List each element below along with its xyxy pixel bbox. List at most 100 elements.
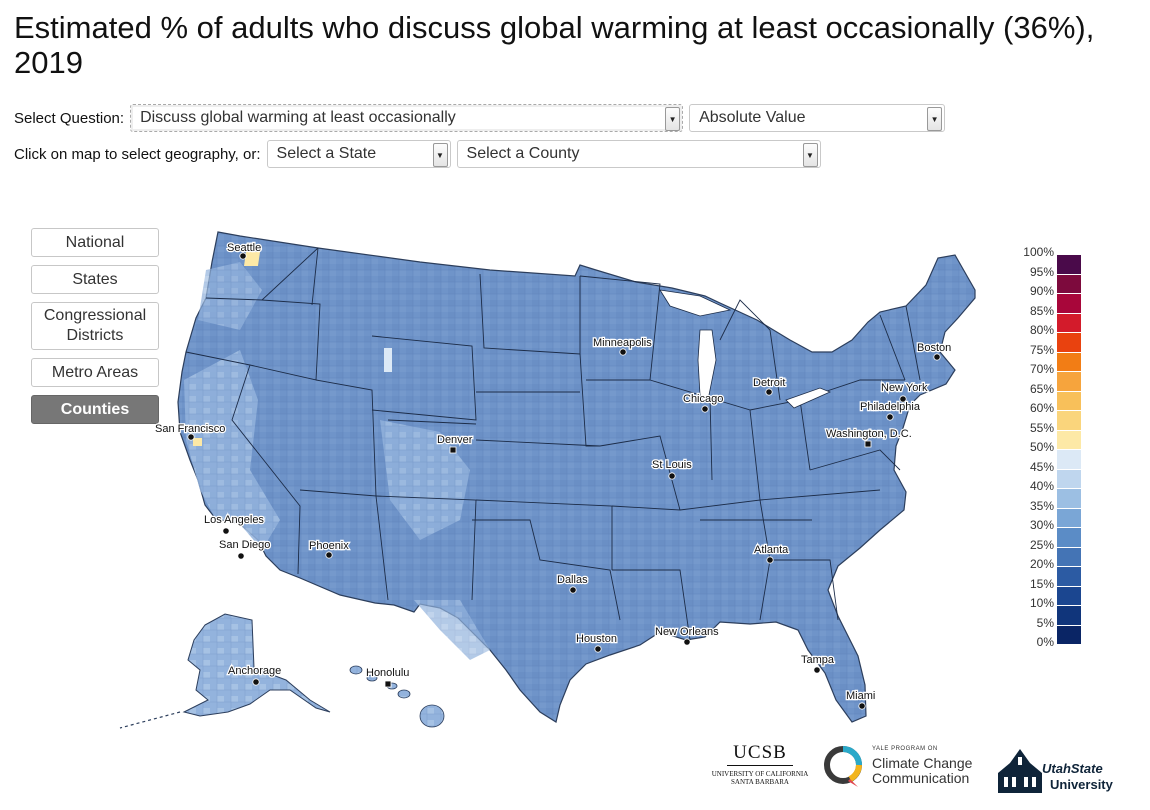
legend-tick-label: 80%	[1029, 323, 1054, 337]
highlight-county-sf[interactable]	[193, 438, 202, 446]
city-marker[interactable]	[701, 405, 709, 413]
legend-tick-label: 15%	[1029, 576, 1054, 591]
national-button[interactable]: National	[31, 228, 159, 257]
city-label: Honolulu	[366, 667, 409, 679]
legend-color-swatch	[1057, 566, 1081, 586]
legend-tick-label: 45%	[1029, 459, 1054, 474]
legend-color-swatch	[1057, 605, 1081, 625]
highlight-county-seattle[interactable]	[244, 252, 260, 266]
city-label: Miami	[846, 690, 875, 702]
city-markers: Seattle San Francisco Los Angeles San Diego…	[154, 241, 953, 710]
city-label: Anchorage	[228, 665, 281, 677]
chevron-down-icon[interactable]: ▼	[432, 143, 448, 167]
city-marker[interactable]	[864, 440, 872, 448]
state-select[interactable]: Select a State ▼	[266, 140, 451, 168]
ucsb-logo-sub1: UNIVERSITY OF CALIFORNIA	[711, 770, 809, 778]
city-marker[interactable]	[668, 472, 676, 480]
city-marker[interactable]	[569, 586, 577, 594]
city-marker[interactable]	[252, 678, 260, 686]
legend-color-swatch	[1057, 371, 1081, 391]
city-marker[interactable]	[239, 252, 247, 260]
measure-select[interactable]: Absolute Value ▼	[689, 104, 946, 132]
city-marker[interactable]	[683, 638, 691, 646]
legend-tick-label: 95%	[1029, 264, 1054, 279]
chevron-down-icon[interactable]: ▼	[665, 107, 681, 131]
question-select[interactable]: Discuss global warming at least occasion…	[130, 104, 684, 132]
city-label: Philadelphia	[860, 401, 921, 413]
county-select-value: Select a County	[466, 145, 580, 162]
city-label: San Diego	[219, 539, 270, 551]
lake-superior	[659, 289, 732, 317]
old-main-building-icon	[998, 749, 1042, 793]
city-marker[interactable]	[237, 552, 245, 560]
light-county-denver[interactable]	[384, 348, 392, 372]
city-marker[interactable]	[325, 551, 333, 559]
alaska-shape[interactable]	[182, 613, 331, 717]
city-marker[interactable]	[594, 645, 602, 653]
metro-areas-button[interactable]: Metro Areas	[31, 358, 159, 387]
city-marker[interactable]	[449, 446, 457, 454]
question-row: Select Question: Discuss global warming …	[14, 103, 951, 133]
city-marker[interactable]	[766, 556, 774, 564]
contiguous-us-shape[interactable]	[177, 231, 976, 723]
legend-color-swatch	[1057, 624, 1081, 644]
states-button[interactable]: States	[31, 265, 159, 294]
legend-tick-label: 65%	[1029, 381, 1054, 396]
legend-color-swatch	[1057, 390, 1081, 410]
congressional-districts-button[interactable]: Congressional Districts	[31, 302, 159, 350]
legend-tick-label: 55%	[1029, 420, 1054, 435]
city-marker[interactable]	[765, 388, 773, 396]
yale-logo-line1: Climate Change	[872, 755, 973, 771]
legend-tick-label: 10%	[1029, 596, 1054, 610]
usu-logo-line2: University	[1050, 777, 1113, 792]
legend-tick-label: 40%	[1029, 479, 1054, 493]
hawaii-shape[interactable]	[349, 665, 445, 728]
city-label: Los Angeles	[204, 514, 264, 526]
city-marker[interactable]	[619, 348, 627, 356]
legend-color-swatch	[1057, 254, 1081, 274]
usu-logo-line1: UtahState	[1042, 761, 1103, 776]
ucsb-logo: UCSB UNIVERSITY OF CALIFORNIA SANTA BARB…	[705, 742, 815, 786]
ucsb-logo-rule	[727, 765, 793, 766]
legend-color-swatch	[1057, 546, 1081, 566]
legend-tick-label: 20%	[1029, 557, 1054, 571]
ucsb-logo-text: UCSB	[733, 742, 787, 763]
legend-color-swatch	[1057, 332, 1081, 352]
city-marker[interactable]	[187, 433, 195, 441]
light-region-west	[184, 350, 280, 550]
city-label: Tampa	[801, 654, 835, 666]
legend-color-swatch	[1057, 312, 1081, 332]
legend-tick-label: 90%	[1029, 284, 1054, 298]
city-marker[interactable]	[933, 353, 941, 361]
city-marker[interactable]	[813, 666, 821, 674]
city-label: St Louis	[652, 459, 692, 471]
legend-tick-label: 75%	[1029, 342, 1054, 357]
legend-color-swatch	[1057, 410, 1081, 430]
chevron-down-icon[interactable]: ▼	[927, 107, 943, 131]
legend-color-swatch	[1057, 507, 1081, 527]
question-label: Select Question:	[14, 109, 125, 127]
light-region-mountain	[380, 420, 470, 540]
counties-button[interactable]: Counties	[31, 395, 159, 424]
city-marker[interactable]	[899, 395, 907, 403]
county-select[interactable]: Select a County ▼	[456, 140, 821, 168]
city-marker[interactable]	[384, 680, 392, 688]
city-label: Detroit	[753, 377, 785, 389]
light-region-texas-west	[414, 600, 490, 660]
legend-tick-label: 60%	[1029, 401, 1054, 415]
city-label: New York	[881, 382, 928, 394]
legend-tick-label: 85%	[1029, 303, 1054, 318]
legend-color-swatch	[1057, 527, 1081, 547]
legend-tick-label: 35%	[1029, 498, 1054, 513]
city-marker[interactable]	[222, 527, 230, 535]
chevron-down-icon[interactable]: ▼	[802, 143, 818, 167]
city-label: Atlanta	[754, 544, 789, 556]
legend-tick-label: 25%	[1029, 537, 1054, 552]
geography-level-buttons: National States Congressional Districts …	[31, 228, 159, 432]
geography-label: Click on map to select geography, or:	[14, 145, 261, 163]
city-marker[interactable]	[858, 702, 866, 710]
legend-tick-label: 5%	[1036, 615, 1054, 630]
city-marker[interactable]	[886, 413, 894, 421]
city-label: New Orleans	[655, 626, 719, 638]
